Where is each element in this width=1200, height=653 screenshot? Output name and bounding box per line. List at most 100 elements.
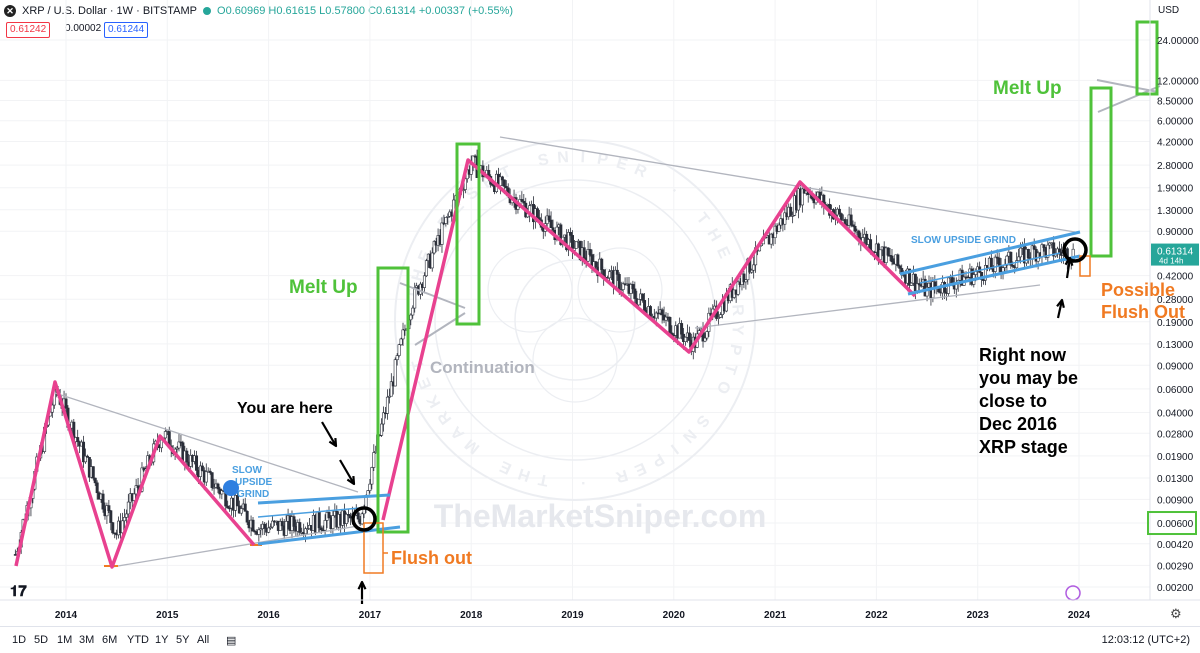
arrow-head [346, 475, 356, 486]
candle [401, 329, 405, 340]
candle [705, 331, 709, 339]
candle [304, 528, 308, 535]
candle [91, 466, 95, 479]
y-tick-label: 0.19000 [1157, 318, 1194, 329]
y-tick-label: 4.20000 [1157, 138, 1194, 149]
candle [1009, 251, 1013, 266]
candle [397, 344, 401, 356]
stamp-letter: R [728, 304, 746, 317]
candle [76, 437, 80, 443]
candle [270, 520, 274, 528]
y-tick-label: 1.90000 [1157, 184, 1194, 195]
candle [1052, 242, 1056, 257]
x-tick-label: 2021 [764, 610, 787, 621]
candle [896, 254, 900, 267]
candle [631, 284, 635, 290]
candle [208, 470, 212, 473]
candle [569, 232, 573, 236]
candle [839, 213, 843, 221]
stamp-letter: I [580, 149, 585, 166]
y-tick-label: 0.00900 [1157, 495, 1194, 506]
candle [582, 247, 586, 259]
candle [259, 528, 263, 531]
candle [549, 219, 553, 228]
candle [621, 283, 625, 290]
trendline [694, 284, 1041, 329]
candle [163, 431, 167, 439]
candle [432, 241, 436, 254]
candle [1017, 256, 1021, 261]
marker-circle [351, 506, 377, 532]
sell-price-button[interactable]: 0.61242 [6, 22, 51, 38]
stamp-letter: R [613, 466, 629, 486]
candle [908, 268, 912, 286]
stamp-letter: · [580, 474, 586, 491]
candle [280, 521, 284, 527]
buy-price-button[interactable]: 0.61244 [104, 22, 149, 38]
annotation-you-are-here: You are here [237, 400, 333, 417]
candle [409, 314, 413, 321]
candle [637, 299, 641, 306]
candle [1026, 248, 1030, 258]
candle [226, 505, 230, 509]
candle [257, 529, 261, 535]
arrow-head [1056, 298, 1065, 309]
candle [306, 528, 310, 530]
candle [997, 257, 1001, 266]
candle [239, 508, 243, 514]
y-tick-label: 0.00600 [1157, 519, 1194, 530]
candle [520, 199, 524, 202]
channel-line [257, 525, 401, 546]
currency-label[interactable]: USD [1158, 5, 1180, 16]
candle [64, 398, 68, 409]
candle [251, 519, 255, 532]
annotation-slow-grind: GRIND [237, 489, 269, 500]
tf-5y[interactable]: 5Y [176, 634, 190, 646]
tf-1m[interactable]: 1M [57, 634, 73, 646]
candle [107, 505, 111, 511]
x-tick-label: 2015 [156, 610, 179, 621]
candle [323, 520, 327, 531]
arrow [1056, 299, 1064, 319]
trendline [111, 525, 359, 568]
candle [122, 517, 126, 522]
watermark-text: TheMarketSniper.com [434, 498, 767, 534]
gear-icon[interactable]: ⚙ [1170, 606, 1182, 621]
candle [993, 256, 997, 272]
stamp-letter: H [516, 465, 532, 485]
stamp-letter: A [447, 422, 468, 442]
trendline [54, 392, 359, 493]
candle [1005, 255, 1009, 266]
candle [319, 527, 323, 531]
lightning-icon [1065, 585, 1081, 601]
tf-1y[interactable]: 1Y [155, 634, 169, 646]
date-range-icon[interactable]: ▤ [226, 635, 237, 647]
candle [654, 312, 658, 319]
tf-5d[interactable]: 5D [34, 634, 49, 646]
marker-circle [1062, 237, 1088, 263]
tf-1d[interactable]: 1D [12, 634, 27, 646]
candle [446, 216, 450, 218]
candle [399, 338, 403, 345]
stamp-letter: E [713, 244, 733, 261]
arrow-head [328, 437, 338, 448]
tf-6m[interactable]: 6M [102, 634, 118, 646]
candle [93, 477, 97, 484]
stamp-letter: O [713, 378, 734, 396]
xrp-icon: ✕ [4, 5, 16, 17]
clock-timezone[interactable]: 12:03:12 (UTC+2) [1101, 634, 1190, 646]
candle [744, 279, 748, 283]
tf-all[interactable]: All [197, 634, 210, 646]
candle [773, 225, 777, 239]
annotation-slow-grind: SLOW UPSIDE GRIND [911, 235, 1016, 246]
tf-ytd[interactable]: YTD [127, 634, 149, 646]
candle [389, 381, 393, 397]
candle [360, 513, 364, 525]
candle [411, 307, 415, 316]
tf-3m[interactable]: 3M [79, 634, 95, 646]
drawings: Melt Up Melt Up Continuation You are here SL… [14, 20, 1185, 604]
channel-line [899, 230, 1081, 276]
candle [243, 503, 247, 512]
